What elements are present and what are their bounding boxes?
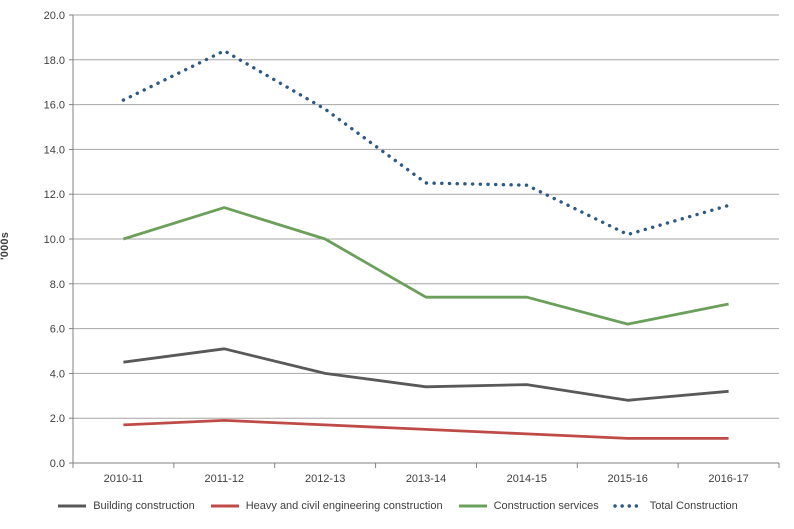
legend-swatch-line: [458, 504, 487, 508]
x-tick-label: 2015-16: [608, 473, 648, 485]
legend: Building construction Heavy and civil eng…: [0, 496, 794, 516]
y-tick-label: 10.0: [44, 234, 65, 246]
plot-area: 0.0 2.0 4.0 6.0 8.0 10.0 12.0 14.0 16.0 18.0 20.0 2…: [44, 10, 780, 485]
x-tick-label: 2012-13: [305, 473, 345, 485]
y-tick-label: 14.0: [44, 144, 65, 156]
y-tick-label: 2.0: [50, 413, 65, 425]
series-line-heavy-and-civil-engineering-construction: [123, 418, 729, 440]
y-tick-label: 16.0: [44, 100, 65, 112]
series-line-construction-services: [122, 206, 729, 326]
y-tick-label: 20.0: [44, 10, 65, 22]
x-tick-label: 2010-11: [104, 473, 144, 485]
x-tick-label: 2011-12: [205, 473, 245, 485]
legend-label: Building construction: [93, 500, 195, 512]
legend-item-total-construction: Total Construction: [613, 500, 738, 512]
legend-item-construction-services: Construction services: [457, 500, 599, 512]
y-tick-label: 12.0: [44, 189, 65, 201]
y-tick-label: 0.0: [50, 458, 65, 470]
y-tick-label: 8.0: [50, 279, 65, 291]
y-tick-label: 18.0: [44, 55, 65, 67]
legend-label: Total Construction: [649, 500, 738, 512]
y-tick-label: 4.0: [50, 368, 65, 380]
series-line-total-construction: [121, 49, 731, 237]
legend-item-heavy-and-civil-engineering-construction: Heavy and civil engineering construction: [209, 500, 443, 512]
legend-label: Construction services: [493, 500, 599, 512]
x-tick-label: 2013-14: [406, 473, 446, 485]
legend-label: Heavy and civil engineering construction: [245, 500, 443, 512]
y-tick-label: 6.0: [50, 324, 65, 336]
legend-swatch-line: [58, 504, 87, 508]
legend-swatch-dotted-line: [613, 504, 645, 508]
series-line-building-construction: [123, 347, 729, 402]
legend-item-building-construction: Building construction: [56, 500, 195, 512]
x-tick-label: 2014-15: [507, 473, 547, 485]
x-tick-label: 2016-17: [708, 473, 748, 485]
legend-swatch-line: [210, 504, 239, 508]
